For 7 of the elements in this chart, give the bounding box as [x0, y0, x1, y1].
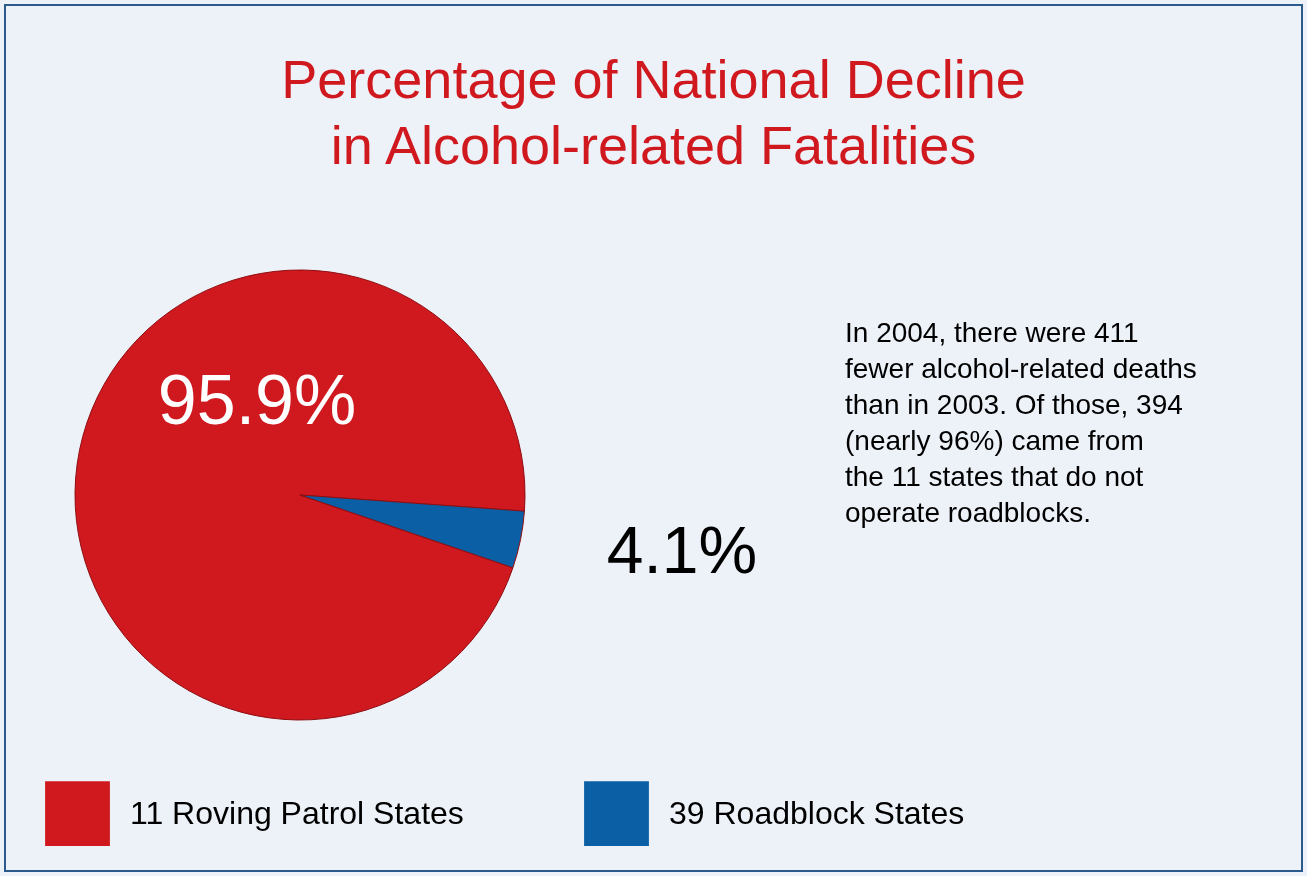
data-label: 95.9%	[157, 361, 357, 439]
text: In 2004, there were 411 fewer alcohol-related deaths than in 2003. Of those, 394 (nearly 96%) came from the 11 states that do not operate roadblocks.	[845, 317, 1197, 528]
data-label: 4.1%	[606, 513, 758, 587]
chart-title: Percentage of National Decline in Alcohol-related Fatalities	[281, 49, 1026, 175]
legend-label: 11 Roving Patrol States	[130, 794, 464, 831]
pie-slice	[74, 269, 526, 721]
legend-label: 39 Roadblock States	[669, 794, 965, 831]
